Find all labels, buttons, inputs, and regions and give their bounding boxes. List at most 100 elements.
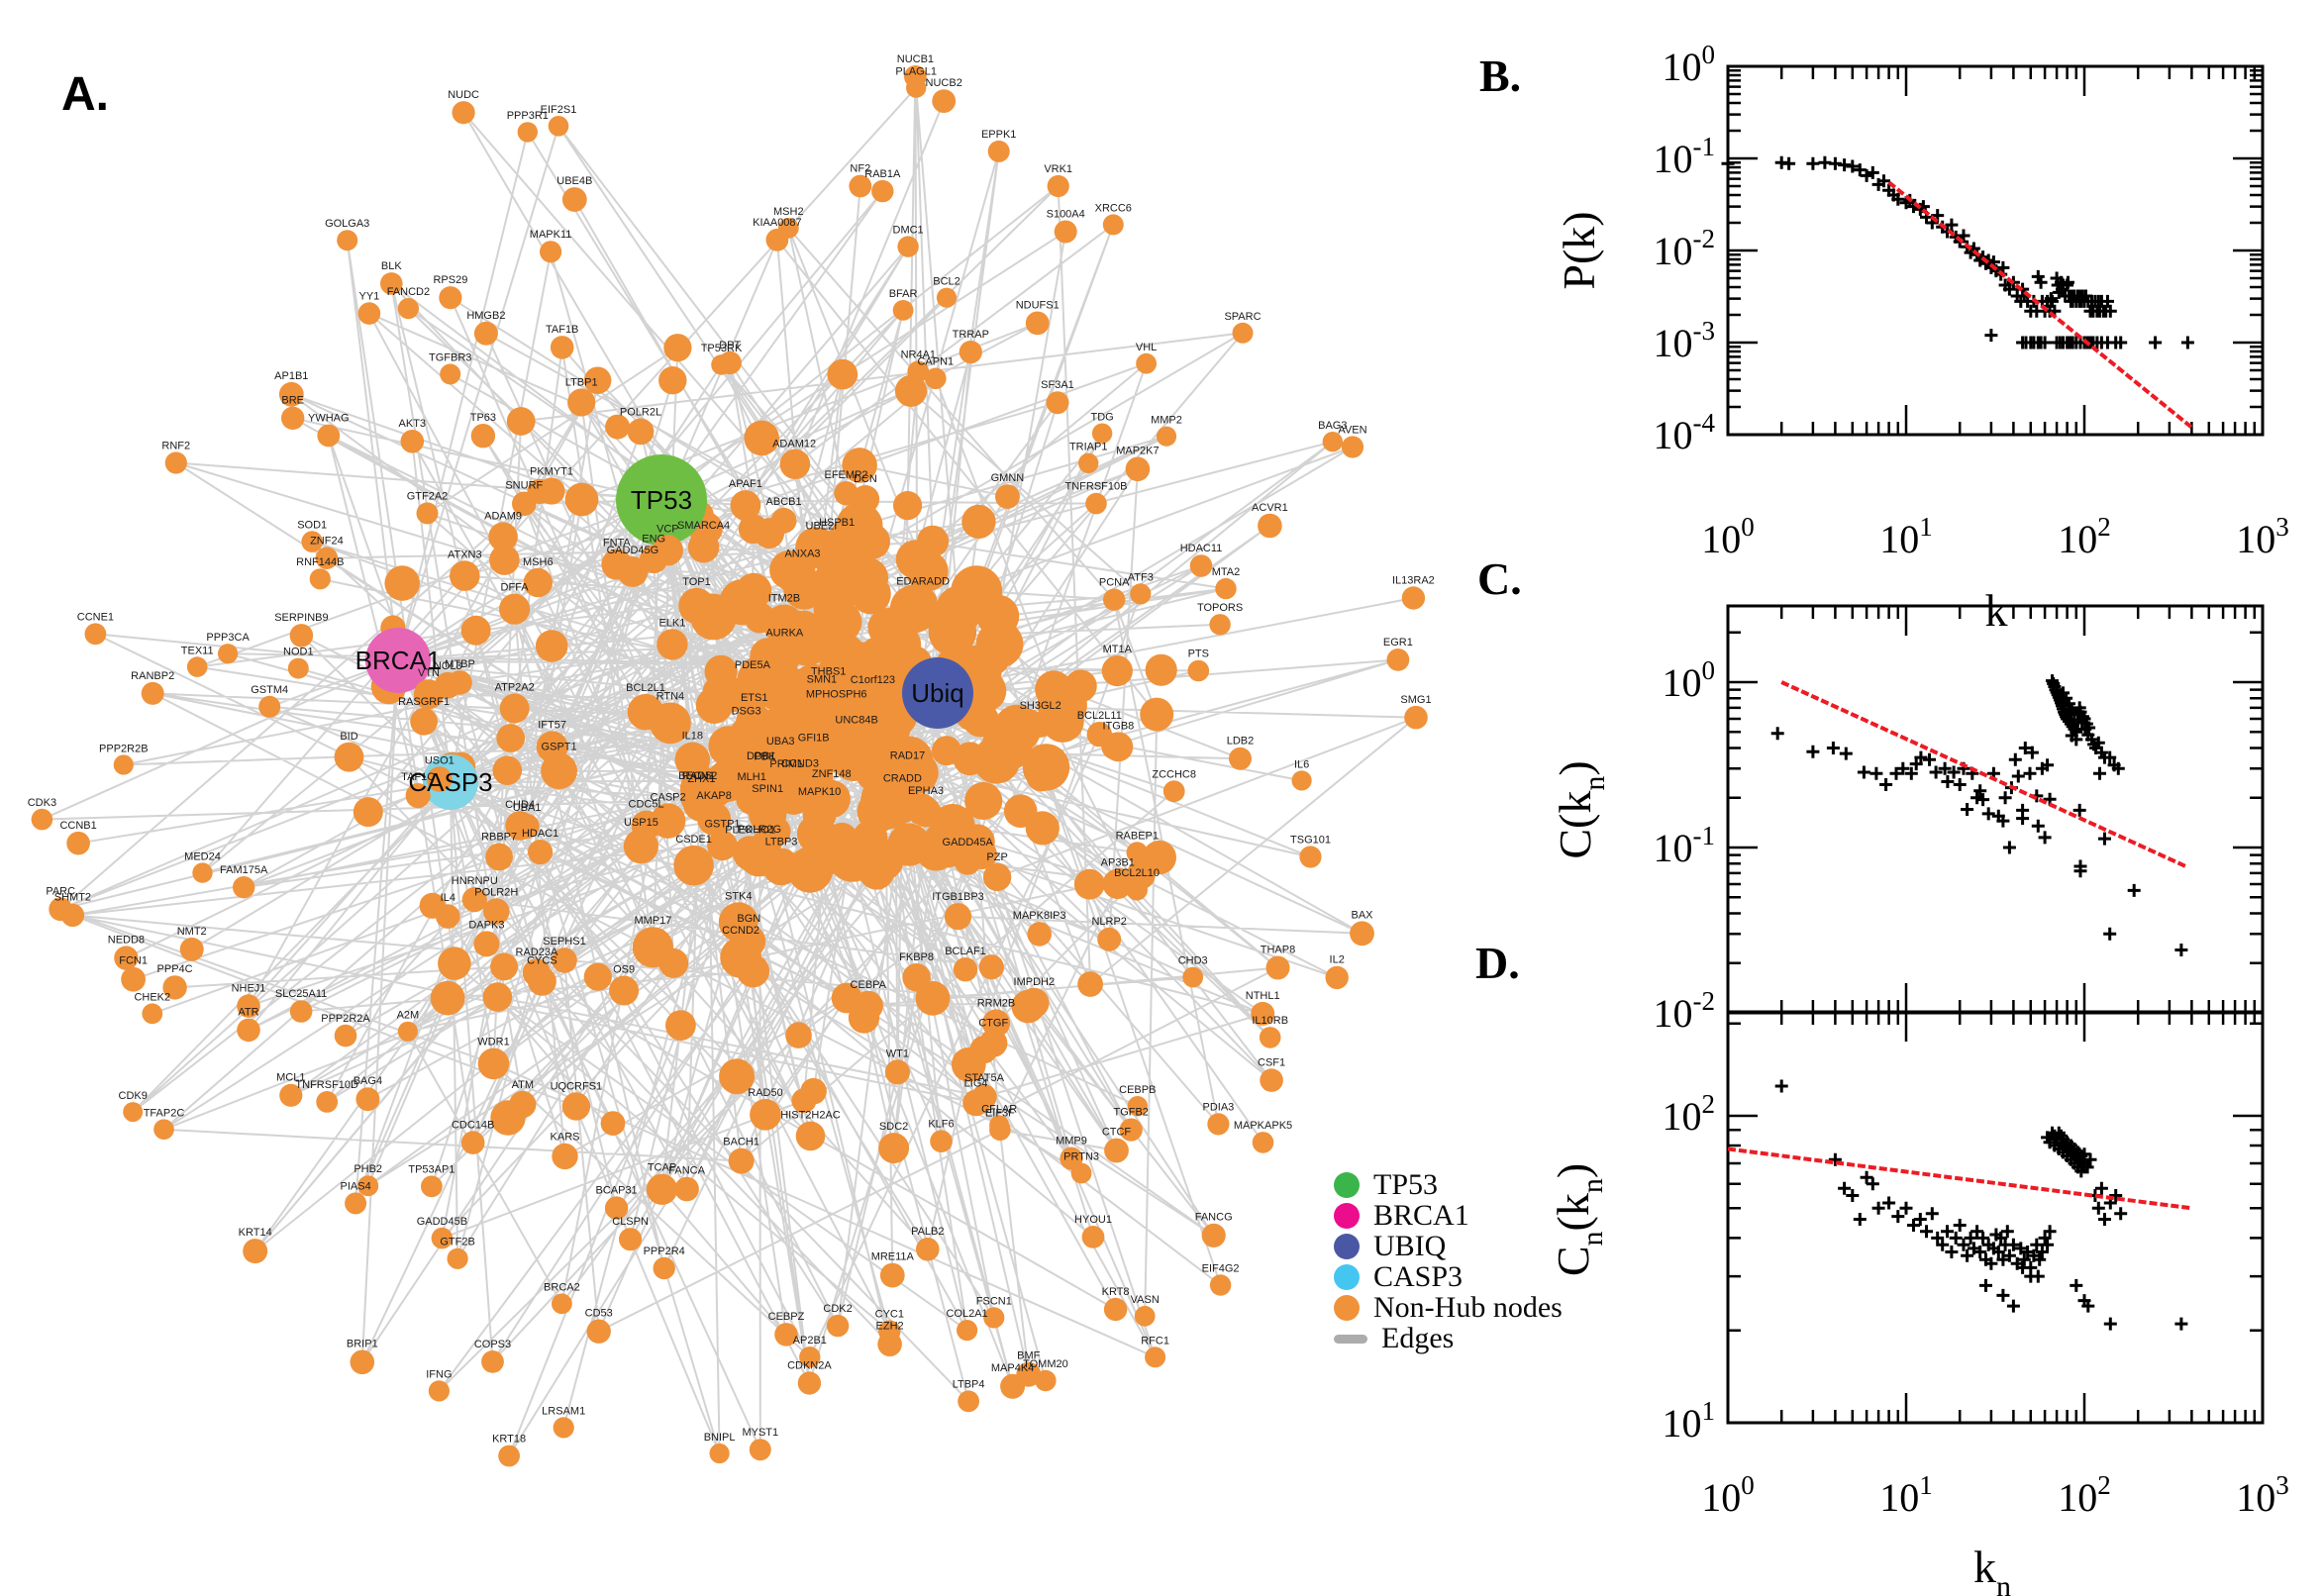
svg-text:LRSAM1: LRSAM1 (542, 1405, 585, 1417)
svg-text:CRADD: CRADD (883, 773, 922, 785)
hub-label-tp53: TP53 (631, 485, 692, 515)
svg-text:TDG: TDG (1090, 412, 1113, 424)
svg-text:IL2: IL2 (1330, 954, 1345, 966)
svg-text:VRK1: VRK1 (1044, 163, 1072, 175)
svg-text:ACVR1: ACVR1 (1252, 502, 1288, 514)
svg-text:SPIN1: SPIN1 (752, 783, 783, 795)
svg-text:CHEK2: CHEK2 (134, 991, 170, 1003)
svg-text:UBA3: UBA3 (766, 736, 795, 748)
svg-text:HNRNPU: HNRNPU (452, 875, 498, 887)
svg-text:TOPORS: TOPORS (1197, 602, 1243, 614)
network-legend: TP53 BRCA1 UBIQ CASP3 Non-Hub nodes Edge… (1334, 1168, 1563, 1356)
plot-panel-d: 100 101 102 103 102 101 kn Cn(kn) (1548, 1010, 2289, 1596)
svg-text:SPARC: SPARC (1224, 311, 1261, 323)
svg-text:EIF2S1: EIF2S1 (541, 104, 577, 116)
svg-text:MYST1: MYST1 (742, 1427, 778, 1439)
svg-text:LTBP3: LTBP3 (765, 837, 798, 848)
svg-text:UBE2I: UBE2I (806, 520, 838, 532)
svg-text:LDB2: LDB2 (1227, 736, 1255, 748)
svg-text:GMNN: GMNN (991, 472, 1025, 484)
svg-text:EDARADD: EDARADD (896, 575, 950, 587)
node-labels-layer: TP53RK KIAA0087 THAP8 CDC14B C1orf123 HDAC11 H… (28, 53, 1435, 1446)
svg-text:BCLAF1: BCLAF1 (945, 946, 986, 957)
svg-text:CEBPA: CEBPA (851, 979, 887, 991)
svg-text:k: k (1985, 585, 2008, 636)
svg-text:BRCA2: BRCA2 (544, 1282, 580, 1294)
svg-text:MRE11A: MRE11A (871, 1251, 915, 1263)
svg-text:FANCD2: FANCD2 (387, 286, 430, 298)
svg-text:MMP2: MMP2 (1151, 415, 1182, 427)
svg-text:BMF: BMF (1017, 1350, 1041, 1362)
svg-text:MPHOSPH6: MPHOSPH6 (806, 689, 867, 701)
svg-text:PTS: PTS (1188, 648, 1209, 660)
svg-text:103: 103 (2236, 1470, 2289, 1520)
svg-text:PIAS4: PIAS4 (341, 1181, 371, 1193)
hub-node-brca1 (365, 628, 431, 693)
svg-text:THBS1: THBS1 (811, 666, 846, 678)
panel-label-c: C. (1477, 553, 1522, 604)
svg-text:POLR2G: POLR2G (737, 824, 781, 836)
svg-text:TGFB2: TGFB2 (1113, 1107, 1148, 1119)
svg-text:10-4: 10-4 (1654, 408, 1716, 457)
svg-text:10-3: 10-3 (1654, 316, 1716, 365)
svg-text:USO1: USO1 (425, 754, 454, 766)
svg-text:CTGF: CTGF (978, 1017, 1008, 1029)
svg-text:MAPKAPK5: MAPKAPK5 (1234, 1120, 1292, 1132)
svg-text:RAD23A: RAD23A (516, 947, 558, 958)
svg-text:MAPK11: MAPK11 (530, 229, 572, 241)
svg-text:GADD45G: GADD45G (607, 545, 659, 556)
svg-text:FCN1: FCN1 (119, 955, 148, 967)
svg-text:AVEN: AVEN (1338, 424, 1366, 436)
svg-text:UBE4B: UBE4B (556, 175, 592, 187)
svg-text:SH3GL2: SH3GL2 (1020, 700, 1061, 712)
svg-text:BACH1: BACH1 (723, 1137, 759, 1148)
svg-text:ATR: ATR (238, 1007, 258, 1019)
svg-text:EIF3F: EIF3F (985, 1108, 1015, 1120)
svg-text:NF2: NF2 (850, 163, 870, 175)
ubiq-hub-swatch-icon (1334, 1234, 1360, 1259)
svg-text:BCL2L1: BCL2L1 (626, 682, 665, 694)
svg-text:IMPDH2: IMPDH2 (1014, 976, 1056, 988)
svg-text:TAF1C: TAF1C (401, 771, 435, 783)
svg-text:RAD52: RAD52 (682, 770, 717, 782)
svg-text:CDK9: CDK9 (119, 1090, 148, 1102)
svg-text:EPHA3: EPHA3 (908, 785, 944, 797)
svg-text:CDK3: CDK3 (28, 797, 56, 809)
svg-text:POLR2L: POLR2L (620, 407, 661, 419)
nonhub-nodes-layer (31, 65, 1428, 1467)
svg-text:10-2: 10-2 (1654, 986, 1716, 1036)
svg-text:NR4A1: NR4A1 (901, 349, 936, 361)
casp3-hub-swatch-icon (1334, 1264, 1360, 1290)
svg-text:CDKN2A: CDKN2A (787, 1359, 832, 1371)
legend-item-ubiq: UBIQ (1334, 1230, 1563, 1262)
svg-text:OS9: OS9 (613, 964, 635, 976)
svg-text:HSPB1: HSPB1 (819, 517, 855, 529)
svg-text:PPP2R2A: PPP2R2A (321, 1013, 370, 1025)
svg-text:PALB2: PALB2 (911, 1226, 944, 1238)
svg-text:ENG: ENG (642, 534, 665, 546)
svg-text:MSH6: MSH6 (523, 556, 554, 568)
svg-text:TNFRSF10D: TNFRSF10D (295, 1079, 358, 1091)
svg-text:MSH2: MSH2 (773, 206, 804, 218)
svg-text:CCND2: CCND2 (722, 925, 759, 937)
svg-text:RNF144B: RNF144B (296, 556, 344, 568)
svg-text:BAX: BAX (1351, 910, 1373, 922)
svg-text:NLRP2: NLRP2 (1091, 916, 1126, 928)
svg-text:10-1: 10-1 (1654, 132, 1716, 181)
svg-text:MTBP: MTBP (445, 658, 475, 670)
svg-text:IL18: IL18 (682, 731, 703, 743)
hub-nodes-layer (365, 454, 973, 810)
hub-label-brca1: BRCA1 (355, 646, 442, 675)
legend-item-casp3: CASP3 (1334, 1260, 1563, 1293)
svg-text:ETS1: ETS1 (741, 692, 768, 704)
svg-text:UNC84B: UNC84B (835, 714, 877, 726)
svg-text:SDC2: SDC2 (879, 1121, 908, 1133)
svg-text:TRRAP: TRRAP (953, 329, 989, 341)
svg-text:XRCC6: XRCC6 (1095, 202, 1132, 214)
svg-text:PRIM1: PRIM1 (769, 758, 803, 770)
svg-text:BAG3: BAG3 (1318, 420, 1347, 432)
panel-label-a: A. (61, 68, 109, 121)
svg-text:DSG3: DSG3 (732, 706, 761, 718)
svg-text:ZHX1: ZHX1 (687, 773, 715, 785)
